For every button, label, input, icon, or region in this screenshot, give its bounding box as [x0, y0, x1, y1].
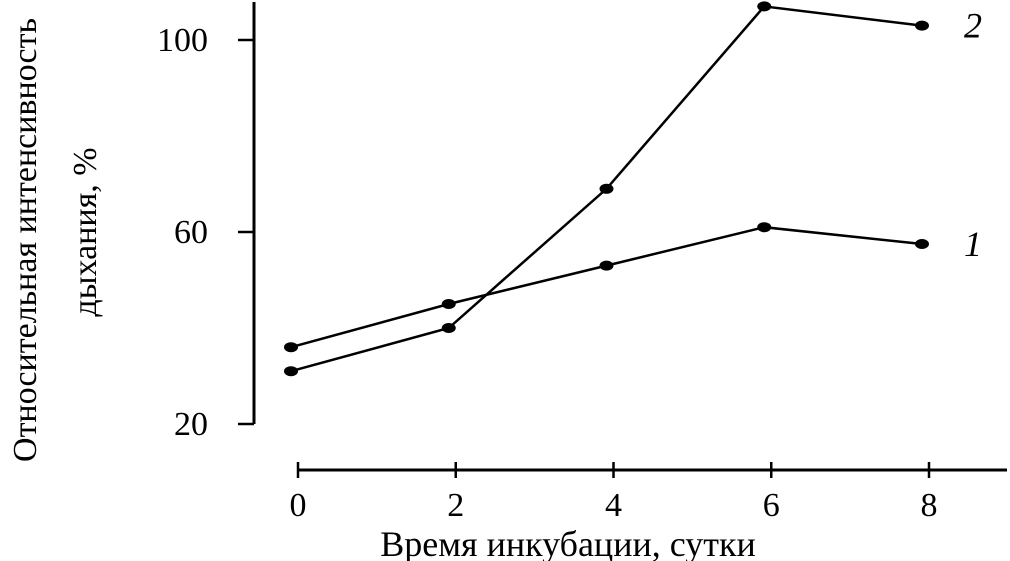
y-axis-title-line1: Относительная интенсивность [7, 18, 44, 462]
series-label: 2 [964, 6, 982, 46]
y-tick-label: 100 [157, 22, 208, 59]
series-1: 1 [284, 222, 982, 353]
data-point [757, 222, 772, 233]
data-point [757, 1, 772, 12]
y-tick-label: 60 [174, 214, 208, 251]
y-axis-title-line2: дыхания, % [67, 147, 104, 316]
x-axis-title: Время инкубации, сутки [380, 524, 755, 561]
x-tick-label: 6 [763, 487, 780, 524]
data-point [915, 239, 929, 249]
data-point [284, 366, 298, 377]
data-point [441, 299, 456, 309]
x-tick-label: 2 [447, 487, 464, 524]
x-tick-label: 4 [605, 487, 622, 524]
x-tick-label: 0 [290, 487, 307, 524]
data-point [441, 323, 456, 333]
y-tick-label: 20 [174, 406, 208, 443]
series-label: 1 [964, 224, 982, 264]
data-point [284, 342, 298, 353]
series-group: 12 [284, 1, 982, 377]
data-point [599, 260, 614, 271]
x-tick-label: 8 [921, 487, 938, 524]
data-point [915, 20, 929, 31]
y-axis: 20 60 100 [157, 2, 256, 443]
series-line [290, 225, 923, 349]
data-point [599, 183, 614, 194]
series-2: 2 [284, 1, 982, 377]
x-axis: 0 2 4 6 8 [290, 462, 1007, 524]
